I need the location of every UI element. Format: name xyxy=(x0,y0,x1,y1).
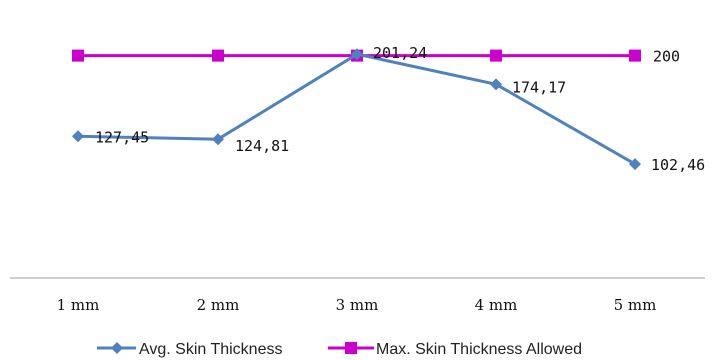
avg-thickness-marker xyxy=(72,130,84,143)
max-thickness-marker xyxy=(490,49,502,62)
avg-thickness-marker xyxy=(629,158,641,171)
legend-label-max: Max. Skin Thickness Allowed xyxy=(376,341,582,358)
data-label: 200 xyxy=(653,48,680,66)
x-tick-labels: 1 mm 2 mm 3 mm 4 mm 5 mm xyxy=(57,296,657,314)
avg-thickness-marker xyxy=(490,78,502,91)
data-label: 102,46 xyxy=(651,156,705,174)
series-layer: 127,45 124,81 201,24 174,17 102,46 200 xyxy=(72,44,705,174)
x-tick-label: 1 mm xyxy=(57,296,100,314)
x-tick-label: 4 mm xyxy=(475,296,518,314)
data-label: 127,45 xyxy=(95,128,149,146)
legend-label-avg: Avg. Skin Thickness xyxy=(139,341,282,358)
x-tick-label: 3 mm xyxy=(336,296,379,314)
legend-marker-avg xyxy=(111,342,123,354)
x-tick-label: 2 mm xyxy=(197,296,240,314)
x-tick-label: 5 mm xyxy=(614,296,657,314)
avg-thickness-marker xyxy=(351,48,363,61)
max-thickness-marker xyxy=(212,49,224,62)
max-thickness-marker xyxy=(629,49,641,62)
series-line-0 xyxy=(77,52,636,166)
data-label: 174,17 xyxy=(512,78,566,96)
data-label: 201,24 xyxy=(373,44,427,62)
data-label: 124,81 xyxy=(235,137,289,155)
avg-thickness-marker xyxy=(212,133,224,146)
legend: Avg. Skin Thickness Max. Skin Thickness A… xyxy=(97,341,582,358)
legend-marker-max xyxy=(345,342,357,354)
max-thickness-marker xyxy=(72,49,84,62)
